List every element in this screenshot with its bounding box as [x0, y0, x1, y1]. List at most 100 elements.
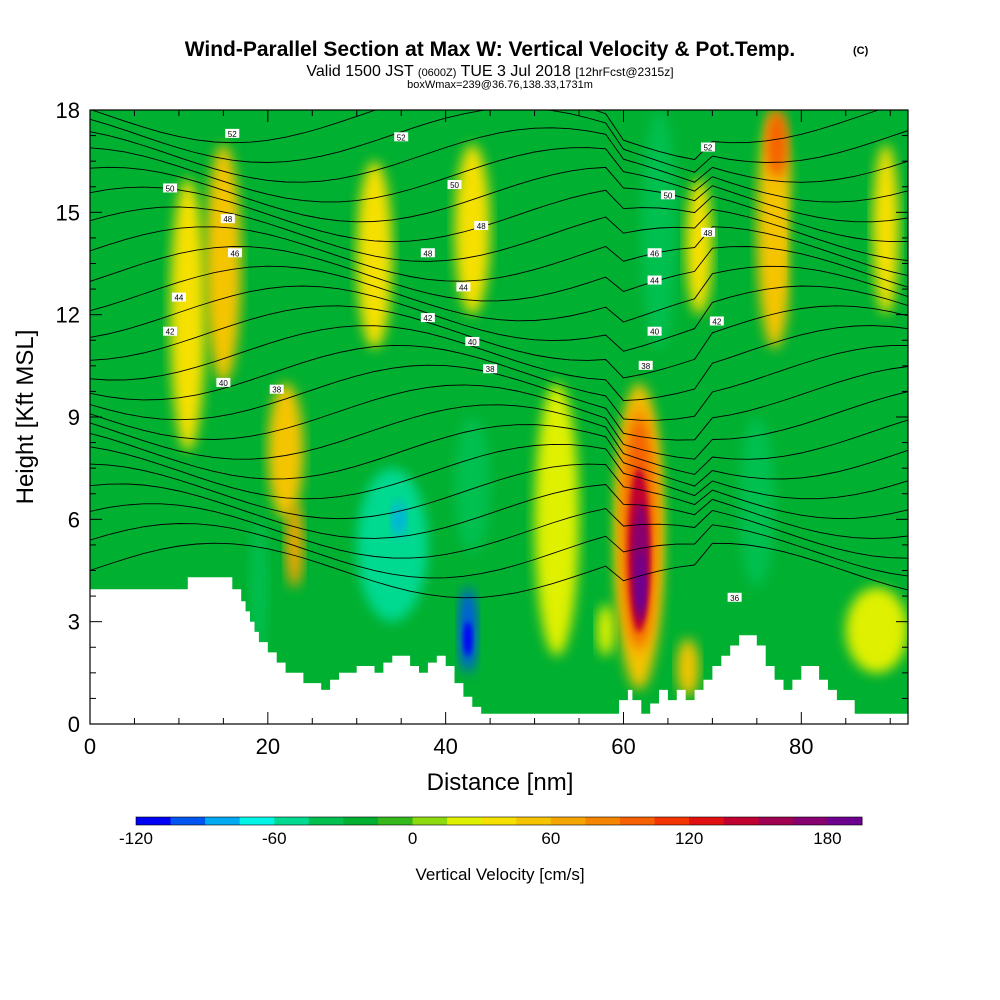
velocity-cell-9 [454, 417, 491, 554]
colorbar-cell-20 [827, 817, 863, 825]
theta-label-text: 40 [468, 338, 477, 347]
colorbar-tick-label: 120 [675, 829, 703, 848]
theta-contour-line [90, 325, 908, 402]
colorbar-cell-1 [170, 817, 206, 825]
subtitle-valid-time: Valid 1500 JST [306, 63, 414, 80]
velocity-cell-13 [596, 604, 615, 656]
theta-label-text: 50 [166, 184, 175, 193]
colorbar-cell-16 [689, 817, 725, 825]
colorbar-tick-label: 180 [813, 829, 841, 848]
colorbar-cell-17 [723, 817, 759, 825]
theta-label-text: 42 [166, 328, 175, 337]
theta-contour-line [90, 110, 908, 173]
x-tick-label: 0 [84, 734, 96, 759]
theta-contour-line [90, 285, 908, 352]
y-tick-label: 15 [56, 200, 80, 225]
theta-contour-line [90, 127, 908, 183]
colorbar-tick-label: 0 [408, 829, 417, 848]
theta-contour-line [90, 443, 908, 500]
colorbar-cell-4 [274, 817, 310, 825]
theta-label-text: 48 [423, 249, 432, 258]
theta-label-text: 36 [730, 594, 739, 603]
velocity-cell-5 [356, 468, 428, 622]
theta-label-text: 48 [477, 222, 486, 231]
velocity-cell-8 [463, 621, 473, 656]
velocity-cell-4 [250, 519, 268, 656]
theta-contour-line [90, 265, 908, 323]
colorbar-cell-7 [378, 817, 414, 825]
y-tick-label: 18 [56, 98, 80, 123]
theta-label-15: 42 [163, 326, 178, 337]
theta-label-text: 50 [663, 191, 672, 200]
theta-contour-line [90, 147, 908, 203]
theta-label-text: 52 [703, 144, 712, 153]
theta-label-17: 42 [709, 316, 724, 326]
theta-label-text: 42 [423, 314, 432, 323]
y-tick-label: 3 [68, 610, 80, 635]
theta-label-12: 44 [171, 292, 186, 303]
y-axis-label: Height [Kft MSL] [12, 330, 39, 505]
subtitle-utc-time: (0600Z) [418, 67, 457, 79]
theta-label-text: 38 [486, 365, 495, 374]
theta-contour-line [90, 523, 908, 579]
theta-label-text: 50 [450, 181, 459, 190]
theta-contour-line [90, 542, 908, 599]
theta-label-22: 38 [483, 364, 498, 374]
theta-label-16: 42 [420, 313, 435, 323]
colorbar-cell-2 [205, 817, 241, 825]
colorbar-cell-5 [308, 817, 344, 825]
theta-label-24: 36 [727, 592, 742, 603]
colorbar-cell-11 [516, 817, 552, 825]
velocity-cell-2 [267, 382, 304, 520]
colorbar-cell-3 [239, 817, 275, 825]
terrain-mask [90, 577, 908, 724]
chart-subtitle: Valid 1500 JST (0600Z) TUE 3 Jul 2018 [1… [306, 63, 673, 80]
theta-contour-line [90, 186, 908, 243]
colorbar-label: Vertical Velocity [cm/s] [415, 865, 584, 884]
theta-contour-line [90, 503, 908, 559]
velocity-cell-24 [739, 417, 775, 588]
theta-contour-line [90, 404, 908, 475]
plot-area: 52 52 52 50 50 50 48 48 48 48 46 46 44 44 44 42 42 42 40 40… [90, 110, 908, 724]
theta-label-text: 48 [703, 229, 712, 238]
theta-label-text: 46 [650, 249, 659, 258]
theta-contour-line [90, 226, 908, 282]
copyright-mark: (C) [853, 45, 869, 57]
theta-label-text: 40 [219, 379, 228, 388]
subtitle-date: TUE 3 Jul 2018 [461, 63, 571, 80]
colorbar-cell-14 [620, 817, 656, 825]
velocity-cell-12 [534, 382, 580, 656]
chart-title: Wind-Parallel Section at Max W: Vertical… [185, 38, 796, 61]
x-axis-label: Distance [nm] [427, 769, 574, 796]
theta-label-text: 42 [712, 317, 721, 326]
theta-label-9: 48 [700, 227, 715, 238]
velocity-cell-10 [356, 161, 393, 349]
y-tick-label: 6 [68, 507, 80, 532]
theta-label-18: 40 [465, 336, 480, 347]
x-tick-label: 40 [433, 734, 457, 759]
theta-label-10: 46 [227, 248, 242, 258]
theta-contour-line [90, 206, 908, 262]
colorbar-tick-label: -120 [119, 829, 153, 848]
theta-label-text: 44 [459, 283, 468, 292]
colorbar-cell-12 [550, 817, 586, 825]
colorbar-cell-13 [585, 817, 621, 825]
theta-contour-line [90, 424, 908, 487]
theta-label-21: 38 [269, 384, 284, 395]
velocity-cell-23 [685, 178, 713, 315]
velocity-cell-0 [170, 178, 206, 452]
velocity-cell-1 [205, 144, 242, 383]
theta-label-20: 40 [647, 326, 662, 337]
colorbar-cell-15 [654, 817, 690, 825]
colorbar-frame [135, 816, 863, 826]
theta-label-14: 44 [647, 275, 662, 286]
theta-label-text: 44 [174, 294, 183, 303]
velocity-cell-26 [765, 110, 788, 179]
theta-label-text: 40 [650, 328, 659, 337]
theta-label-13: 44 [456, 282, 471, 292]
y-tick-label: 0 [68, 712, 80, 737]
colorbar-cell-10 [481, 817, 517, 825]
velocity-cell-27 [792, 178, 820, 315]
theta-label-23: 38 [638, 360, 653, 371]
